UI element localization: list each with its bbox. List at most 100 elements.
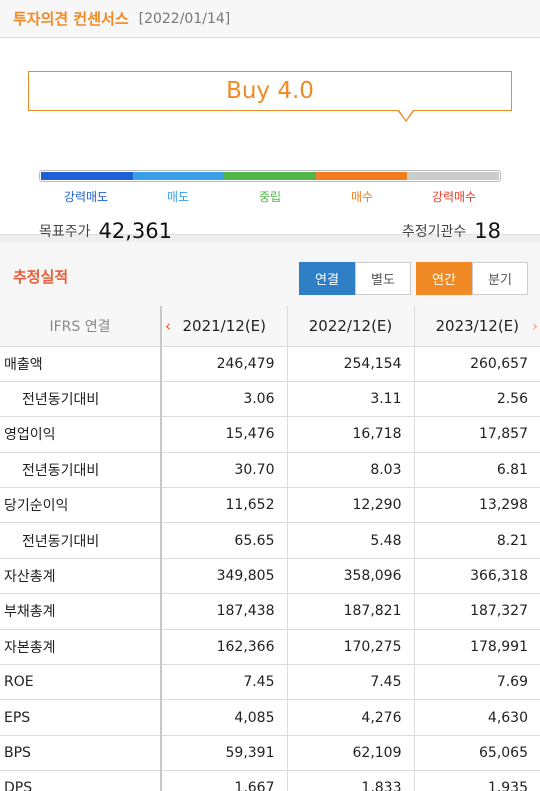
table-cell: 62,109 <box>286 735 414 772</box>
table-cell: 65,065 <box>413 735 540 772</box>
table-cell: 1,935 <box>413 770 540 791</box>
table-cell: 7.45 <box>286 664 414 701</box>
table-cell: 16,718 <box>286 416 414 453</box>
target-price-label: 목표주가 <box>39 224 91 240</box>
period-annual-button[interactable]: 연간 <box>416 262 472 295</box>
period-quarterly-button[interactable]: 분기 <box>472 262 528 295</box>
basis-consolidated-button[interactable]: 연결 <box>299 262 355 295</box>
rating-scale-labels: 강력매도 매도 중립 매수 강력매수 <box>40 188 500 205</box>
scale-segment <box>315 172 408 180</box>
chevron-right-icon[interactable]: › <box>532 317 538 335</box>
table-cell: 7.45 <box>160 664 287 701</box>
column-header-year-1: ‹ 2021/12(E) <box>160 306 287 347</box>
consensus-header: 투자의견 컨센서스 [2022/01/14] <box>0 0 540 38</box>
table-cell: 3.06 <box>160 381 287 418</box>
table-cell: 187,438 <box>160 593 287 630</box>
table-row: 전년동기대비 3.06 3.11 2.56 <box>0 381 540 418</box>
scale-segment <box>407 172 499 180</box>
table-cell: 7.69 <box>413 664 540 701</box>
rating-scale-bar <box>39 170 501 182</box>
table-cell: 4,630 <box>413 699 540 736</box>
column-header-basis: IFRS 연결 <box>0 306 162 347</box>
row-label: 전년동기대비 <box>0 452 162 489</box>
estimates-title: 추정실적 <box>13 268 69 286</box>
target-price-group: 목표주가 42,361 <box>39 219 172 243</box>
target-row: 목표주가 42,361 추정기관수 18 <box>39 219 501 243</box>
chevron-left-icon[interactable]: ‹ <box>165 317 171 335</box>
scale-label: 매수 <box>350 190 374 204</box>
scale-segment <box>224 172 316 180</box>
table-row: EPS 4,085 4,276 4,630 <box>0 699 540 736</box>
row-label: DPS <box>0 770 162 791</box>
table-cell: 170,275 <box>286 629 414 666</box>
table-cell: 178,991 <box>413 629 540 666</box>
period-toggle: 연간 분기 <box>416 262 528 295</box>
table-cell: 11,652 <box>160 487 287 524</box>
table-cell: 349,805 <box>160 558 287 595</box>
table-cell: 358,096 <box>286 558 414 595</box>
table-row: 매출액 246,479 254,154 260,657 <box>0 346 540 382</box>
column-header-label: 2022/12(E) <box>308 316 393 335</box>
scale-label: 강력매수 <box>431 190 477 204</box>
table-cell: 254,154 <box>286 346 414 382</box>
column-header-label: 2021/12(E) <box>182 316 267 335</box>
table-row: 전년동기대비 65.65 5.48 8.21 <box>0 522 540 559</box>
row-label: 자본총계 <box>0 629 162 666</box>
table-cell: 366,318 <box>413 558 540 595</box>
table-cell: 246,479 <box>160 346 287 382</box>
table-cell: 1,833 <box>286 770 414 791</box>
table-cell: 12,290 <box>286 487 414 524</box>
consensus-panel: Buy 4.0 강력매도 매도 중립 매수 강력매수 목표주가 42,361 추정기관수… <box>0 38 540 243</box>
scale-label: 매도 <box>166 190 190 204</box>
table-cell: 187,821 <box>286 593 414 630</box>
estimators-label: 추정기관수 <box>401 224 467 240</box>
rating-text: Buy 4.0 <box>226 78 314 104</box>
table-cell: 1,667 <box>160 770 287 791</box>
table-header-row: IFRS 연결 ‹ 2021/12(E) 2022/12(E) 2023/12(… <box>0 306 540 347</box>
basis-separate-button[interactable]: 별도 <box>355 262 411 295</box>
table-row: 당기순이익 11,652 12,290 13,298 <box>0 487 540 524</box>
table-cell: 260,657 <box>413 346 540 382</box>
table-cell: 15,476 <box>160 416 287 453</box>
table-cell: 8.21 <box>413 522 540 559</box>
table-cell: 59,391 <box>160 735 287 772</box>
row-label: 자산총계 <box>0 558 162 595</box>
row-label: 영업이익 <box>0 416 162 453</box>
consensus-title: 투자의견 컨센서스 <box>13 10 129 28</box>
row-label: BPS <box>0 735 162 772</box>
table-cell: 5.48 <box>286 522 414 559</box>
table-cell: 4,276 <box>286 699 414 736</box>
row-label: ROE <box>0 664 162 701</box>
consensus-date: [2022/01/14] <box>138 10 231 27</box>
table-cell: 187,327 <box>413 593 540 630</box>
row-label: 전년동기대비 <box>0 381 162 418</box>
estimates-header: 추정실적 연결 별도 연간 분기 <box>0 242 540 306</box>
row-label: 당기순이익 <box>0 487 162 524</box>
scale-segment <box>41 172 133 180</box>
column-header-year-2: 2022/12(E) <box>286 306 414 347</box>
table-cell: 3.11 <box>286 381 414 418</box>
table-cell: 13,298 <box>413 487 540 524</box>
estimates-table: IFRS 연결 ‹ 2021/12(E) 2022/12(E) 2023/12(… <box>0 306 540 791</box>
scale-segment <box>132 172 225 180</box>
table-cell: 6.81 <box>413 452 540 489</box>
table-row: 자산총계 349,805 358,096 366,318 <box>0 558 540 595</box>
table-row: 부채총계 187,438 187,821 187,327 <box>0 593 540 630</box>
table-row: 자본총계 162,366 170,275 178,991 <box>0 629 540 666</box>
column-header-label: 2023/12(E) <box>435 316 520 335</box>
table-row: 영업이익 15,476 16,718 17,857 <box>0 416 540 453</box>
scale-label: 강력매도 <box>63 190 109 204</box>
table-cell: 4,085 <box>160 699 287 736</box>
table-cell: 17,857 <box>413 416 540 453</box>
table-cell: 30.70 <box>160 452 287 489</box>
table-cell: 2.56 <box>413 381 540 418</box>
table-cell: 8.03 <box>286 452 414 489</box>
row-label: 전년동기대비 <box>0 522 162 559</box>
table-row: 전년동기대비 30.70 8.03 6.81 <box>0 452 540 489</box>
table-row: ROE 7.45 7.45 7.69 <box>0 664 540 701</box>
table-row: BPS 59,391 62,109 65,065 <box>0 735 540 772</box>
row-label: EPS <box>0 699 162 736</box>
row-label: 부채총계 <box>0 593 162 630</box>
table-cell: 65.65 <box>160 522 287 559</box>
estimators-group: 추정기관수 18 <box>402 219 501 243</box>
